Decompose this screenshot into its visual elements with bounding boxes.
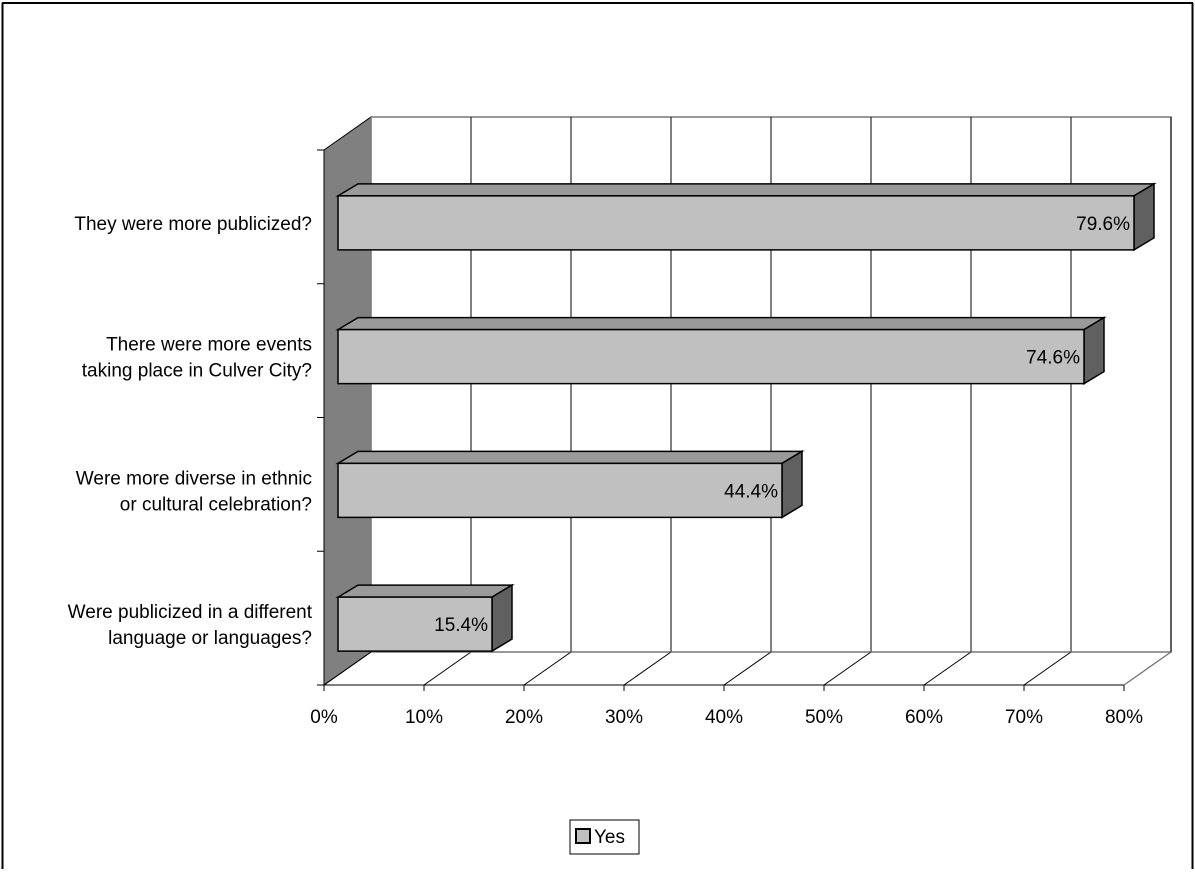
legend-swatch	[575, 828, 591, 844]
bar	[335, 583, 515, 653]
floor-gridline	[1023, 651, 1072, 686]
bar-top	[335, 450, 805, 465]
floor-gridline	[523, 651, 572, 686]
bar-front	[337, 328, 1085, 385]
category-label: Were more diverse in ethnic	[76, 468, 312, 489]
bar-top	[335, 183, 1157, 197]
bar-front	[337, 195, 1135, 251]
floor-gridline	[323, 651, 372, 686]
bar-side	[1083, 316, 1105, 385]
x-tick-label: 30%	[605, 707, 643, 728]
bar-front	[337, 462, 783, 519]
floor-gridline	[923, 651, 972, 686]
data-label: 15.4%	[434, 615, 488, 636]
x-tick-label: 70%	[1005, 707, 1043, 728]
category-label: or cultural celebration?	[120, 494, 312, 515]
bar-top	[335, 316, 1107, 331]
data-label: 44.4%	[724, 481, 778, 502]
bar-side	[781, 450, 803, 519]
bar-side	[1133, 182, 1155, 252]
x-tick-label: 40%	[705, 707, 743, 728]
bar	[335, 182, 1157, 252]
category-label: taking place in Culver City?	[82, 361, 312, 382]
category-label: language or languages?	[108, 628, 312, 649]
category-label: There were more events	[106, 335, 312, 356]
x-tick-label: 20%	[505, 707, 543, 728]
legend-label: Yes	[594, 827, 625, 848]
category-label: Were publicized in a different	[68, 602, 313, 623]
x-tick-label: 10%	[405, 707, 443, 728]
data-label: 79.6%	[1076, 214, 1130, 235]
floor-gridline	[623, 651, 672, 686]
bar-top	[335, 584, 515, 598]
bar-side	[491, 583, 513, 653]
bar	[335, 450, 805, 519]
x-tick-label: 80%	[1105, 707, 1143, 728]
bar-front	[337, 596, 493, 652]
legend: Yes	[569, 819, 640, 855]
category-label: They were more publicized?	[74, 214, 312, 235]
floor-gridline	[423, 651, 472, 686]
floor-gridline	[823, 651, 872, 686]
data-label: 74.6%	[1026, 348, 1080, 369]
floor-gridline	[723, 651, 772, 686]
x-tick-label: 0%	[310, 707, 338, 728]
x-tick-label: 50%	[805, 707, 843, 728]
bar	[335, 316, 1107, 385]
floor-right-edge	[1123, 651, 1172, 686]
x-tick-label: 60%	[905, 707, 943, 728]
